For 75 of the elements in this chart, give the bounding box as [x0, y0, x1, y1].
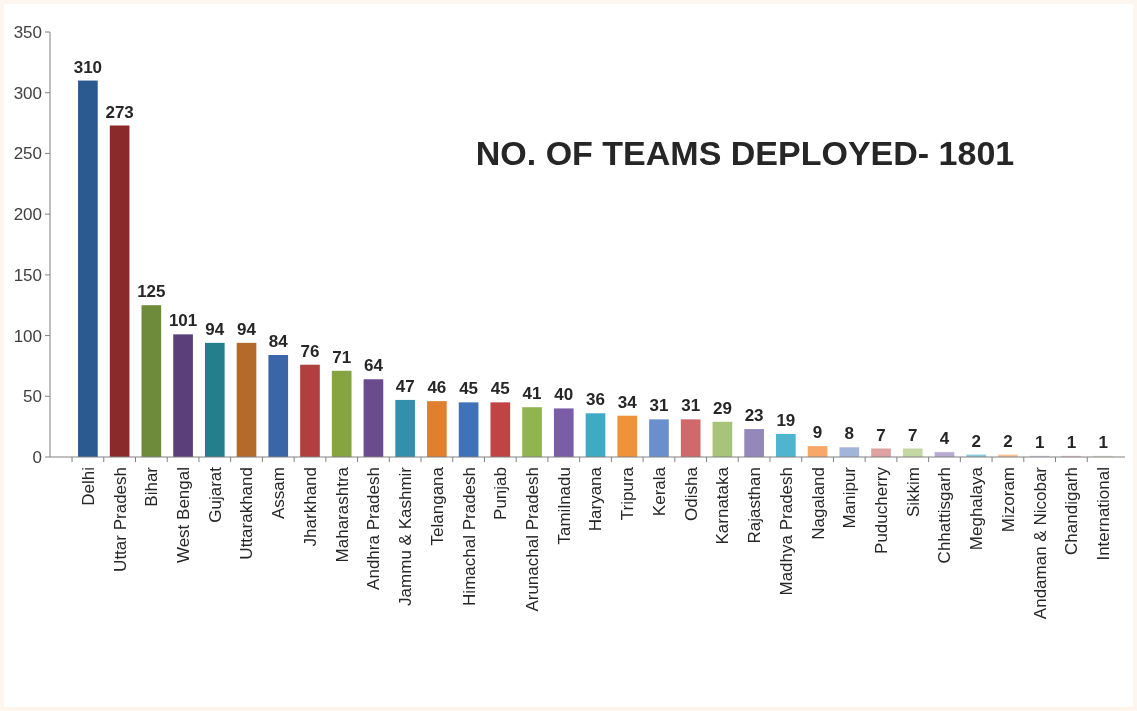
y-tick-label: 150: [13, 265, 42, 285]
x-tick-label: Himachal Pradesh: [459, 467, 479, 606]
x-tick-label: Maharashtra: [332, 466, 352, 563]
x-tick-label: Kerala: [649, 466, 669, 517]
x-tick-label: Jharkhand: [300, 467, 320, 547]
data-label: 94: [237, 319, 257, 339]
data-label: 7: [876, 425, 886, 445]
x-tick-label: Chandigarh: [1062, 467, 1082, 555]
data-label: 19: [776, 410, 796, 430]
x-tick-label: West Bengal: [174, 467, 194, 564]
data-label: 4: [939, 429, 950, 449]
x-tick-label: Nagaland: [808, 467, 828, 540]
x-tick-label: Meghalaya: [967, 466, 987, 551]
data-label: 2: [971, 431, 981, 451]
y-tick-label: 50: [23, 387, 42, 407]
data-label: 29: [712, 398, 732, 418]
data-label: 8: [844, 424, 855, 444]
data-label: 41: [522, 384, 542, 404]
x-tick-label: Puducherry: [871, 466, 891, 554]
y-tick-label: 200: [13, 205, 42, 225]
text: NO. OF TEAMS DEPLOYED- 1801: [475, 134, 1015, 172]
x-tick-label: Delhi: [78, 467, 98, 506]
y-tick-label: 250: [13, 144, 42, 164]
data-label: 84: [268, 332, 289, 351]
x-tick-label: International: [1094, 467, 1114, 561]
data-label: 101: [168, 311, 198, 331]
x-tick-label: Jammu & Kashmir: [396, 466, 416, 606]
data-label: 7: [908, 425, 918, 445]
x-tick-label: Karnataka: [713, 466, 733, 545]
x-tick-label: Madhya Pradesh: [776, 467, 796, 596]
x-tick-label: Uttar Pradesh: [110, 467, 130, 572]
data-label: 9: [812, 423, 823, 443]
y-tick-label: 300: [13, 83, 42, 103]
x-tick-label: Tamilnadu: [554, 467, 574, 545]
x-tick-label: Assam: [269, 467, 289, 519]
x-tick-label: Gujarat: [205, 466, 225, 523]
y-tick-label: 0: [32, 447, 42, 467]
data-label: 2: [1003, 431, 1013, 451]
data-label: 94: [205, 319, 225, 339]
x-tick-label: Uttarakhand: [237, 467, 257, 560]
data-label: 310: [73, 57, 103, 77]
data-label: 71: [332, 347, 352, 367]
data-label: 1: [1034, 432, 1045, 452]
x-tick-label: Sikkim: [903, 467, 923, 518]
x-tick-label: Punjab: [491, 467, 511, 520]
x-tick-label: Bihar: [142, 466, 162, 507]
y-tick-label: 100: [13, 326, 42, 346]
data-label: 125: [137, 282, 166, 302]
data-label: 273: [105, 102, 134, 122]
x-tick-label: Chhattisgarh: [935, 467, 955, 564]
data-label: 1: [1098, 432, 1108, 452]
x-tick-label: Manipur: [840, 466, 860, 529]
x-tick-label: Haryana: [586, 466, 606, 532]
data-label: 64: [363, 356, 384, 376]
data-label: 45: [490, 379, 510, 399]
data-label: 76: [300, 341, 320, 361]
data-label: 23: [744, 406, 764, 426]
x-tick-label: Odisha: [681, 466, 701, 521]
x-tick-label: Tripura: [618, 466, 638, 521]
x-tick-label: Rajasthan: [745, 467, 765, 544]
data-label: 31: [649, 396, 669, 416]
data-label: 40: [554, 385, 574, 405]
data-label: 46: [427, 378, 447, 398]
data-label: 34: [617, 392, 638, 412]
x-tick-label: Telangana: [427, 466, 447, 546]
y-tick-label: 350: [13, 22, 42, 42]
data-label: 47: [395, 376, 415, 396]
x-tick-label: Andhra Pradesh: [364, 467, 384, 590]
data-label: 45: [459, 379, 479, 399]
x-tick-label: Arunachal Pradesh: [523, 467, 542, 612]
x-tick-label: Mizoram: [998, 467, 1018, 533]
data-label: 36: [586, 390, 605, 410]
x-tick-label: Andaman & Nicobar: [1030, 466, 1050, 620]
data-label: 1: [1066, 432, 1077, 452]
data-label: 31: [681, 396, 701, 416]
